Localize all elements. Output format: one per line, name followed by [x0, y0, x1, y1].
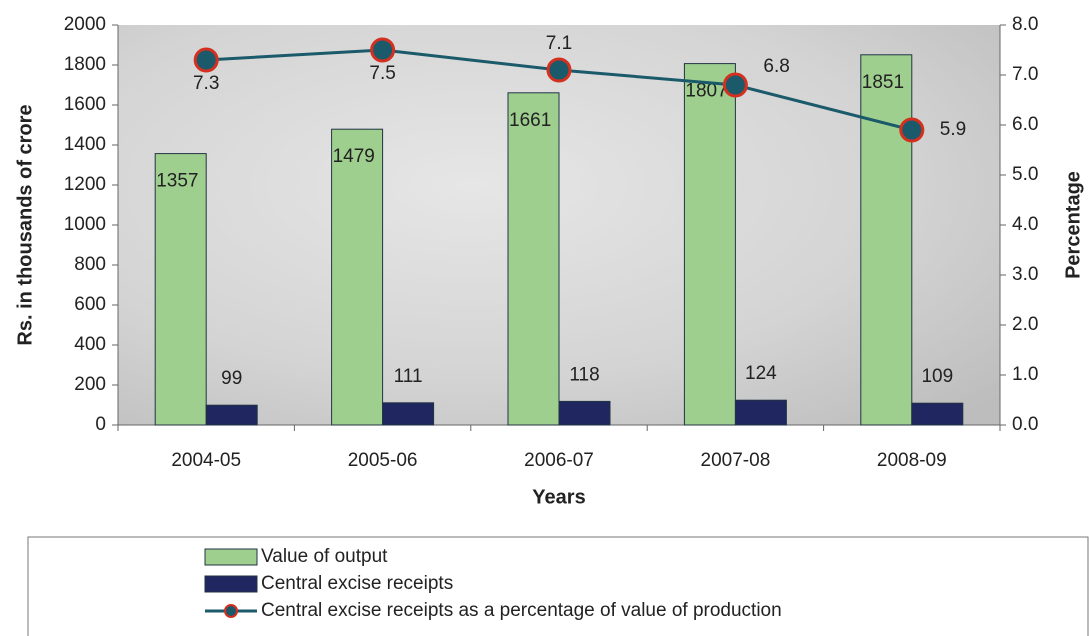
y-tick-label: 0: [95, 414, 106, 435]
y-tick-label: 2000: [64, 14, 106, 35]
bar: [331, 128, 384, 426]
y2-tick-label: 4.0: [1012, 214, 1038, 235]
bar: [507, 92, 560, 426]
data-label: 111: [394, 366, 423, 387]
data-label: 7.3: [193, 73, 219, 94]
legend-swatch: [204, 548, 258, 566]
data-label: 7.5: [369, 63, 395, 84]
bar: [734, 399, 787, 426]
x-tick-label: 2008-09: [877, 450, 947, 471]
y-tick-label: 1600: [64, 94, 106, 115]
y2-tick-label: 0.0: [1012, 414, 1038, 435]
y-tick-label: 200: [74, 374, 106, 395]
y-tick-label: 1000: [64, 214, 106, 235]
marker: [899, 117, 925, 143]
y-tick-label: 600: [74, 294, 106, 315]
legend-marker: [224, 604, 238, 618]
data-label: 99: [221, 368, 242, 389]
x-tick-label: 2007-08: [701, 450, 771, 471]
data-label: 118: [569, 364, 599, 385]
data-label: 1479: [333, 146, 375, 167]
y2-tick-label: 8.0: [1012, 14, 1038, 35]
x-tick-label: 2006-07: [524, 450, 594, 471]
y2-tick-label: 5.0: [1012, 164, 1038, 185]
y2-tick-label: 2.0: [1012, 314, 1038, 335]
bar: [558, 400, 611, 426]
data-label: 124: [745, 363, 777, 384]
data-label: 7.1: [546, 33, 572, 54]
y-tick-label: 1800: [64, 54, 106, 75]
data-label: 6.8: [763, 56, 789, 77]
data-label: 1807: [685, 81, 727, 102]
bar: [205, 404, 258, 426]
bar: [382, 402, 435, 426]
y-tick-label: 400: [74, 334, 106, 355]
legend-label: Central excise receipts: [261, 573, 453, 594]
marker: [722, 72, 748, 98]
marker: [546, 57, 572, 83]
data-label: 1851: [862, 72, 904, 93]
x-axis-title: Years: [532, 486, 585, 508]
legend-box: [27, 536, 1089, 636]
data-label: 1661: [509, 110, 551, 131]
legend-label: Central excise receipts as a percentage …: [261, 600, 782, 621]
y2-axis-title: Percentage: [1062, 171, 1084, 279]
y2-tick-label: 3.0: [1012, 264, 1038, 285]
y2-tick-label: 7.0: [1012, 64, 1038, 85]
bar: [911, 402, 964, 426]
y2-tick-label: 1.0: [1012, 364, 1038, 385]
data-label: 5.9: [940, 119, 966, 140]
y-tick-label: 800: [74, 254, 106, 275]
marker: [370, 37, 396, 63]
legend-label: Value of output: [261, 546, 388, 567]
x-tick-label: 2005-06: [348, 450, 418, 471]
x-tick-label: 2004-05: [171, 450, 241, 471]
y2-tick-label: 6.0: [1012, 114, 1038, 135]
y-tick-label: 1400: [64, 134, 106, 155]
bar: [860, 54, 913, 426]
data-label: 1357: [156, 171, 198, 192]
bar: [683, 63, 736, 426]
legend-swatch: [204, 575, 258, 593]
data-label: 109: [921, 366, 953, 387]
y-tick-label: 1200: [64, 174, 106, 195]
y-axis-title: Rs. in thousands of crore: [14, 104, 36, 345]
marker: [193, 47, 219, 73]
bar: [154, 153, 207, 426]
